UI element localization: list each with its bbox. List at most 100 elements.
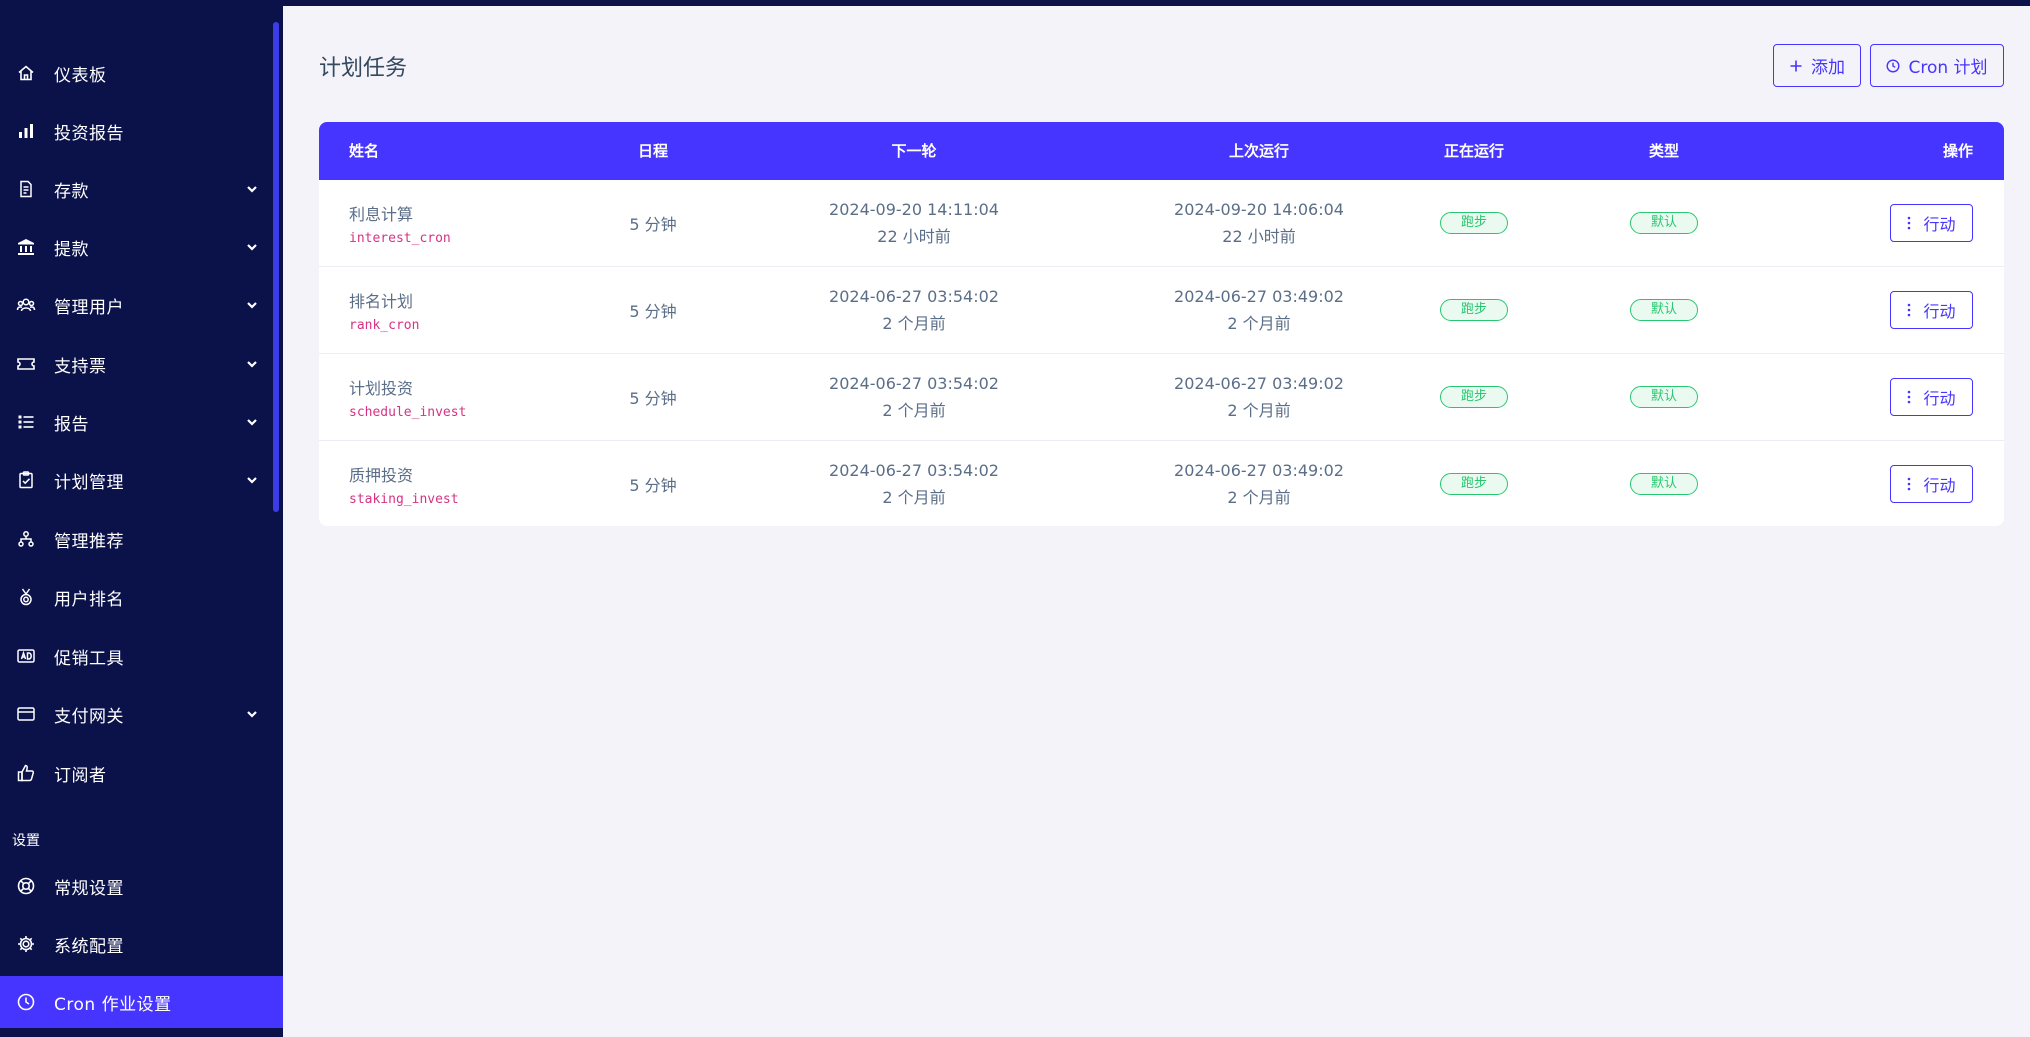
bar-chart-icon — [16, 121, 36, 141]
next-run-relative: 2 个月前 — [882, 487, 946, 507]
home-icon — [16, 63, 36, 83]
last-run-date: 2024-06-27 03:49:02 — [1174, 286, 1344, 306]
sidebar-item-payment-gateways[interactable]: 支付网关 — [0, 690, 283, 738]
sidebar-item-label: 存款 — [54, 181, 89, 202]
table-row: 计划投资 schedule_invest 5 分钟 2024-06-27 03:… — [319, 354, 2004, 441]
ad-icon — [16, 646, 36, 666]
cron-schedule-button-label: Cron 计划 — [1908, 58, 1988, 78]
add-button-label: 添加 — [1811, 58, 1845, 78]
chevron-down-icon — [247, 244, 257, 251]
bank-icon — [16, 237, 36, 257]
sidebar-item-manage-users[interactable]: 管理用户 — [0, 281, 283, 329]
table-header: 姓名 日程 下一轮 上次运行 正在运行 类型 操作 — [319, 122, 2004, 180]
last-run-relative: 2 个月前 — [1227, 487, 1291, 507]
plus-icon — [1790, 60, 1802, 71]
cron-schedule-button[interactable]: Cron 计划 — [1870, 44, 2004, 87]
type-badge: 默认 — [1630, 212, 1698, 234]
sidebar-item-label: 提款 — [54, 239, 89, 260]
page-title: 计划任务 — [319, 56, 408, 81]
action-button-label: 行动 — [1923, 476, 1956, 495]
lifebuoy-icon — [16, 876, 36, 896]
type-cell: 默认 — [1619, 354, 1709, 440]
chevron-down-icon — [247, 419, 257, 426]
type-cell: 默认 — [1619, 441, 1709, 526]
ticket-icon — [16, 354, 36, 374]
last-run-relative: 2 个月前 — [1227, 313, 1291, 333]
job-name: 排名计划 — [349, 291, 414, 311]
running-cell: 跑步 — [1419, 354, 1529, 440]
sidebar-item-label: 支持票 — [54, 356, 107, 377]
action-button[interactable]: 行动 — [1890, 291, 1973, 329]
sidebar-item-reports[interactable]: 报告 — [0, 398, 283, 446]
action-button-label: 行动 — [1923, 302, 1956, 321]
sidebar-item-label: 常规设置 — [54, 878, 124, 899]
sidebar-item-investment-report[interactable]: 投资报告 — [0, 107, 283, 155]
sidebar-item-withdrawals[interactable]: 提款 — [0, 223, 283, 271]
type-cell: 默认 — [1619, 180, 1709, 266]
sidebar-item-system-configuration[interactable]: 系统配置 — [0, 920, 283, 968]
running-cell: 跑步 — [1419, 180, 1529, 266]
last-run-cell: 2024-09-20 14:06:04 22 小时前 — [1159, 180, 1359, 266]
job-code: interest_cron — [349, 230, 451, 246]
status-badge: 跑步 — [1440, 299, 1508, 321]
gear-icon — [16, 934, 36, 954]
last-run-date: 2024-06-27 03:49:02 — [1174, 373, 1344, 393]
clipboard-icon — [16, 470, 36, 490]
action-button[interactable]: 行动 — [1890, 465, 1973, 503]
sidebar-item-deposits[interactable]: 存款 — [0, 165, 283, 213]
sidebar-item-general-settings[interactable]: 常规设置 — [0, 862, 283, 910]
last-run-cell: 2024-06-27 03:49:02 2 个月前 — [1159, 267, 1359, 353]
sidebar-item-user-ranking[interactable]: 用户排名 — [0, 573, 283, 621]
next-run-date: 2024-06-27 03:54:02 — [829, 373, 999, 393]
action-button-label: 行动 — [1923, 215, 1956, 234]
sidebar-item-dashboard[interactable]: 仪表板 — [0, 49, 283, 97]
sidebar-item-label: 仪表板 — [54, 65, 107, 86]
next-run-cell: 2024-06-27 03:54:02 2 个月前 — [814, 267, 1014, 353]
more-vertical-icon — [1908, 390, 1911, 404]
job-name: 计划投资 — [349, 378, 414, 398]
action-button[interactable]: 行动 — [1890, 378, 1973, 416]
tree-icon — [16, 529, 36, 549]
column-header-running: 正在运行 — [1443, 142, 1504, 160]
credit-card-icon — [16, 704, 36, 724]
status-badge: 跑步 — [1440, 212, 1508, 234]
sidebar-item-cron-job-settings[interactable]: Cron 作业设置 — [0, 976, 283, 1028]
add-button[interactable]: 添加 — [1773, 44, 1861, 87]
sidebar-item-subscribers[interactable]: 订阅者 — [0, 749, 283, 797]
sidebar-scrollbar[interactable] — [273, 22, 279, 512]
sidebar-item-label: 管理用户 — [54, 297, 124, 318]
type-badge: 默认 — [1630, 386, 1698, 408]
thumbs-up-icon — [16, 763, 36, 783]
job-name-cell: 利息计算 interest_cron — [349, 180, 609, 266]
sidebar-item-label: 报告 — [54, 414, 89, 435]
clock-icon — [1886, 58, 1900, 73]
last-run-date: 2024-09-20 14:06:04 — [1174, 199, 1344, 219]
cron-jobs-table: 姓名 日程 下一轮 上次运行 正在运行 类型 操作 利息计算 interest_… — [319, 122, 2004, 526]
job-name: 质押投资 — [349, 465, 414, 485]
job-code: rank_cron — [349, 317, 420, 333]
deposit-icon — [16, 179, 36, 199]
schedule-value: 5 分钟 — [629, 302, 677, 321]
column-header-schedule: 日程 — [637, 142, 668, 160]
sidebar-item-label: 订阅者 — [54, 765, 107, 786]
sidebar-item-label: 支付网关 — [54, 706, 124, 727]
sidebar-item-label: 投资报告 — [54, 123, 124, 144]
type-badge: 默认 — [1630, 299, 1698, 321]
sidebar-item-plan-management[interactable]: 计划管理 — [0, 456, 283, 504]
next-run-date: 2024-09-20 14:11:04 — [829, 199, 999, 219]
sidebar-item-promotion-tools[interactable]: 促销工具 — [0, 632, 283, 680]
job-name-cell: 计划投资 schedule_invest — [349, 354, 609, 440]
schedule-cell: 5 分钟 — [603, 267, 703, 353]
column-header-type: 类型 — [1648, 142, 1679, 160]
schedule-value: 5 分钟 — [629, 389, 677, 408]
job-name-cell: 质押投资 staking_invest — [349, 441, 609, 526]
list-icon — [16, 412, 36, 432]
table-row: 利息计算 interest_cron 5 分钟 2024-09-20 14:11… — [319, 180, 2004, 267]
sidebar-item-label: 用户排名 — [54, 589, 124, 610]
action-button[interactable]: 行动 — [1890, 204, 1973, 242]
column-header-last-run: 上次运行 — [1228, 142, 1289, 160]
sidebar-item-support-tickets[interactable]: 支持票 — [0, 340, 283, 388]
last-run-date: 2024-06-27 03:49:02 — [1174, 460, 1344, 480]
type-cell: 默认 — [1619, 267, 1709, 353]
sidebar-item-manage-referrals[interactable]: 管理推荐 — [0, 515, 283, 563]
